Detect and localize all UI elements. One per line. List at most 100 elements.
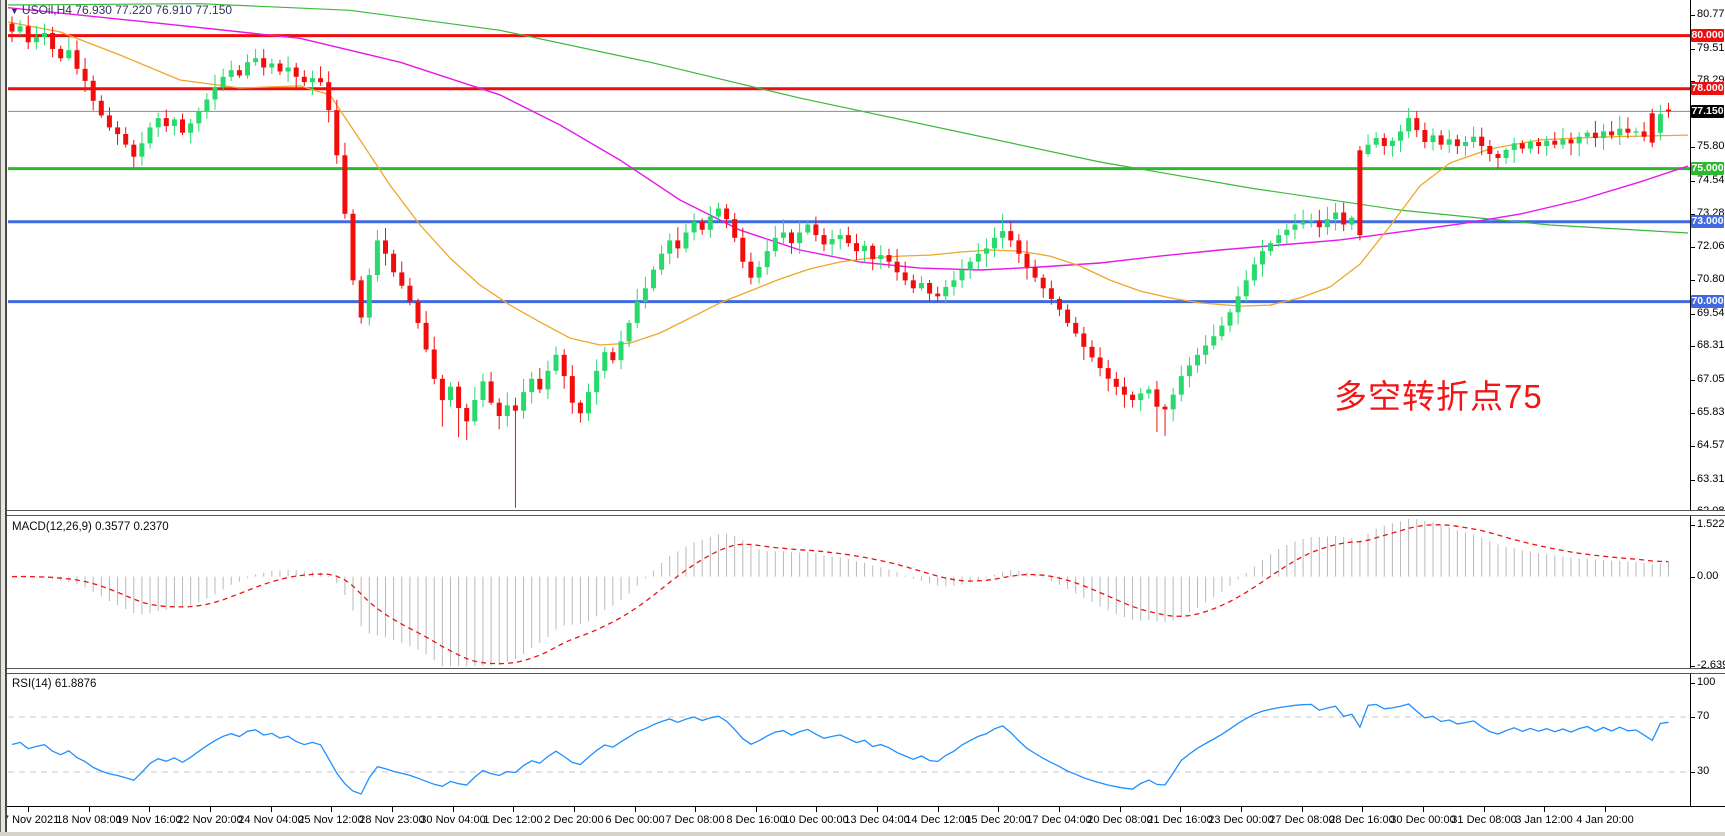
- time-axis-tick: [271, 807, 272, 812]
- level-price-badge: 80.000: [1691, 29, 1724, 42]
- price-axis-tick-dash: [1690, 413, 1695, 414]
- time-axis-tick: [998, 807, 999, 812]
- time-axis-label: 23 Dec 00:00: [1208, 814, 1274, 826]
- ma-mid-magenta: [7, 7, 1689, 271]
- level-price-badge: 70.000: [1691, 295, 1724, 308]
- price-axis-tick-dash: [1690, 314, 1695, 315]
- time-axis-label: 25 Nov 12:00: [298, 814, 364, 826]
- macd-panel-chart[interactable]: [0, 516, 1690, 668]
- price-axis-tick-dash: [1690, 181, 1695, 182]
- price-axis-tick: 74.545: [1697, 174, 1725, 186]
- price-axis-tick: 63.310: [1697, 473, 1725, 485]
- level-price-badge: 78.000: [1691, 82, 1724, 95]
- macd-signal-value: 0.2370: [133, 521, 169, 533]
- price-axis-tick: 72.060: [1697, 240, 1725, 252]
- time-axis-label: 4 Jan 20:00: [1576, 814, 1634, 826]
- rsi-indicator-label: RSI(14) 61.8876: [12, 678, 96, 690]
- price-axis-tick-dash: [1690, 280, 1695, 281]
- time-axis-label: 31 Dec 08:00: [1451, 814, 1517, 826]
- time-axis-label: 8 Dec 16:00: [726, 814, 786, 826]
- time-axis-tick: [816, 807, 817, 812]
- price-axis-tick-dash: [1690, 49, 1695, 50]
- symbol-dropdown-icon[interactable]: ▼: [10, 6, 19, 16]
- time-axis-label: 22 Nov 20:00: [177, 814, 243, 826]
- price-axis-tick: 75.805: [1697, 140, 1725, 152]
- time-axis-label: 17 Dec 04:00: [1026, 814, 1092, 826]
- time-axis-label: 10 Dec 00:00: [783, 814, 849, 826]
- price-axis-tick-dash: [1690, 380, 1695, 381]
- price-axis-tick: 65.830: [1697, 406, 1725, 418]
- time-axis-tick: [1423, 807, 1424, 812]
- macd-axis-tick-dash: [1690, 666, 1695, 667]
- panel-separator-price-macd[interactable]: [0, 510, 1725, 516]
- rsi-axis-tick-dash: [1690, 683, 1695, 684]
- rsi-line: [11, 703, 1669, 795]
- time-axis-tick: [877, 807, 878, 812]
- rsi-panel-chart[interactable]: [0, 674, 1690, 806]
- rsi-axis-tick: 30: [1697, 765, 1710, 777]
- level-price-badge: 73.000: [1691, 215, 1724, 228]
- time-axis-tick: [28, 807, 29, 812]
- time-axis-label: 15 Dec 20:00: [965, 814, 1031, 826]
- time-axis-label: 24 Nov 04:00: [238, 814, 304, 826]
- rsi-name: RSI(14): [12, 678, 52, 690]
- macd-axis-tick-dash: [1690, 525, 1695, 526]
- price-axis-tick-dash: [1690, 214, 1695, 215]
- time-axis-label: 30 Dec 00:00: [1390, 814, 1456, 826]
- time-axis-label: 28 Dec 16:00: [1329, 814, 1395, 826]
- time-axis-label: 7 Dec 08:00: [665, 814, 725, 826]
- symbol-ohlc-text: USOil,H4 76.930 77.220 76.910 77.150: [21, 3, 233, 17]
- price-axis-tick: 80.775: [1697, 8, 1725, 20]
- price-axis-tick-dash: [1690, 446, 1695, 447]
- time-axis-label: 3 Jan 12:00: [1515, 814, 1573, 826]
- macd-signal-line: [11, 524, 1669, 665]
- time-axis-tick: [1302, 807, 1303, 812]
- time-axis-tick: [938, 807, 939, 812]
- time-axis-label: 19 Nov 16:00: [116, 814, 182, 826]
- price-axis-tick: 68.315: [1697, 339, 1725, 351]
- price-axis-tick-dash: [1690, 15, 1695, 16]
- time-axis-label: 18 Nov 08:00: [56, 814, 122, 826]
- price-axis-tick: 79.515: [1697, 42, 1725, 54]
- window-left-border: [0, 0, 7, 836]
- ma-fast-orange: [7, 21, 1689, 346]
- time-axis-label: 30 Nov 04:00: [420, 814, 486, 826]
- time-axis-label: 21 Dec 16:00: [1147, 814, 1213, 826]
- time-axis-tick: [635, 807, 636, 812]
- rsi-axis-tick: 100: [1697, 676, 1716, 688]
- time-axis-tick: [453, 807, 454, 812]
- price-axis-tick: 67.055: [1697, 373, 1725, 385]
- price-axis-tick-dash: [1690, 147, 1695, 148]
- rsi-axis-tick-dash: [1690, 717, 1695, 718]
- axis-line: [1690, 0, 1691, 832]
- time-axis-label: 17 Nov 2021: [0, 814, 60, 826]
- time-axis[interactable]: 17 Nov 2021 18 Nov 08:00 19 Nov 16:00 22 No…: [0, 806, 1725, 832]
- time-axis-label: 1 Dec 12:00: [483, 814, 543, 826]
- time-axis-label: 6 Dec 00:00: [605, 814, 665, 826]
- time-axis-tick: [1362, 807, 1363, 812]
- time-axis-tick: [574, 807, 575, 812]
- rsi-axis-tick: 70: [1697, 710, 1710, 722]
- time-axis-tick: [1484, 807, 1485, 812]
- time-axis-tick: [392, 807, 393, 812]
- time-axis-tick: [756, 807, 757, 812]
- macd-indicator-label: MACD(12,26,9) 0.3577 0.2370: [12, 521, 169, 533]
- time-axis-tick: [331, 807, 332, 812]
- price-axis-tick: 70.800: [1697, 273, 1725, 285]
- price-chart[interactable]: [0, 0, 1725, 514]
- macd-name: MACD(12,26,9): [12, 521, 92, 533]
- time-axis-tick: [1544, 807, 1545, 812]
- time-axis-label: 20 Dec 08:00: [1087, 814, 1153, 826]
- rsi-value: 61.8876: [54, 678, 97, 690]
- panel-separator-macd-rsi[interactable]: [0, 668, 1725, 674]
- price-axis-tick-dash: [1690, 480, 1695, 481]
- annotation-text: 多空转折点75: [1334, 378, 1543, 415]
- window-bottom-border: [0, 832, 1725, 836]
- time-axis-tick: [1241, 807, 1242, 812]
- time-axis-tick: [1605, 807, 1606, 812]
- level-price-badge: 75.000: [1691, 162, 1724, 175]
- time-axis-label: 28 Nov 23:00: [359, 814, 425, 826]
- price-axis-tick: 64.570: [1697, 439, 1725, 451]
- chart-title: ▼ USOil,H4 76.930 77.220 76.910 77.150: [10, 3, 232, 17]
- price-axis-tick: 69.540: [1697, 307, 1725, 319]
